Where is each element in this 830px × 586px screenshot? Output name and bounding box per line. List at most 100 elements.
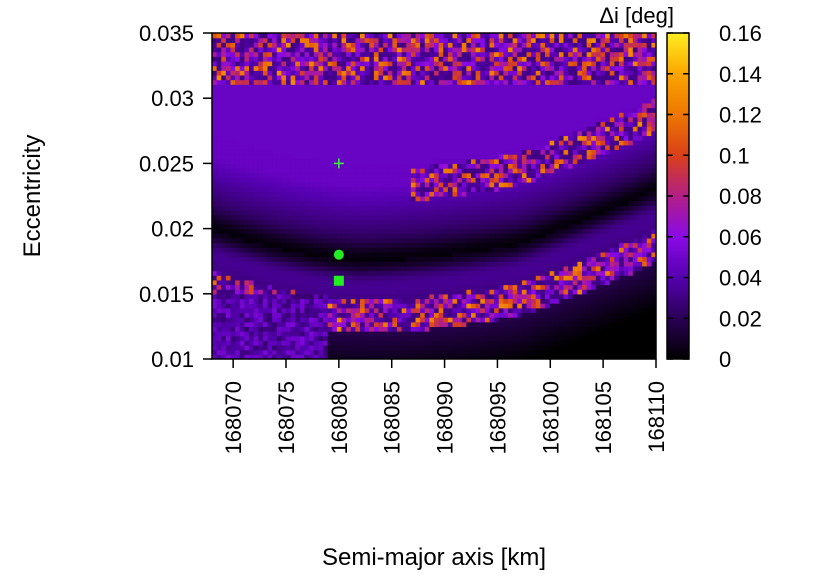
heatmap-cell xyxy=(595,270,602,276)
heatmap-cell xyxy=(424,196,430,202)
heatmap-cell xyxy=(434,354,440,359)
heatmap-cell xyxy=(230,182,236,188)
heatmap-cell xyxy=(494,265,500,272)
heatmap-cell xyxy=(535,242,541,248)
heatmap-cell xyxy=(350,121,356,127)
heatmap-cell xyxy=(498,256,504,262)
heatmap-cell xyxy=(582,214,588,220)
heatmap-cell xyxy=(397,140,403,146)
heatmap-cell xyxy=(216,317,222,323)
heatmap-cell xyxy=(424,158,430,164)
heatmap-cell xyxy=(526,345,532,351)
heatmap-cell xyxy=(489,331,495,337)
heatmap-cell xyxy=(600,349,606,355)
heatmap-cell xyxy=(235,121,241,127)
heatmap-cell xyxy=(595,186,602,192)
heatmap-cell xyxy=(360,284,366,290)
heatmap-cell xyxy=(512,317,518,323)
heatmap-cell xyxy=(318,265,324,272)
heatmap-cell xyxy=(276,265,282,272)
heatmap-cell xyxy=(443,256,449,262)
heatmap-cell xyxy=(267,154,273,160)
heatmap-cell xyxy=(387,321,393,327)
heatmap-cell xyxy=(508,200,514,206)
heatmap-cell xyxy=(309,265,315,272)
heatmap-cell xyxy=(360,223,366,230)
heatmap-cell xyxy=(642,321,648,327)
heatmap-cell xyxy=(595,326,602,332)
heatmap-cell xyxy=(360,349,366,355)
heatmap-cell xyxy=(531,321,537,327)
heatmap-cell xyxy=(646,284,652,290)
heatmap-cell xyxy=(447,186,454,192)
heatmap-cell xyxy=(457,247,463,253)
heatmap-cell xyxy=(461,284,467,290)
heatmap-cell xyxy=(327,303,333,309)
heatmap-cell xyxy=(549,335,555,341)
heatmap-cell xyxy=(443,293,449,300)
heatmap-cell xyxy=(360,182,366,188)
heatmap-cell xyxy=(212,237,218,244)
heatmap-cell xyxy=(595,345,602,351)
heatmap-cell xyxy=(642,149,648,155)
heatmap-cell xyxy=(262,298,269,304)
heatmap-cell xyxy=(313,321,319,327)
heatmap-cell xyxy=(212,154,218,160)
heatmap-cell xyxy=(225,126,232,132)
heatmap-cell xyxy=(595,144,602,151)
heatmap-cell xyxy=(526,279,532,286)
heatmap-cell xyxy=(392,237,398,244)
heatmap-cell xyxy=(443,163,449,169)
heatmap-cell xyxy=(387,158,393,164)
heatmap-cell xyxy=(623,140,629,146)
heatmap-cell xyxy=(350,177,356,183)
heatmap-cell xyxy=(350,182,356,188)
heatmap-cell xyxy=(378,247,384,253)
heatmap-cell xyxy=(410,349,417,355)
heatmap-cell xyxy=(558,265,565,272)
heatmap-cell xyxy=(429,200,435,206)
heatmap-cell xyxy=(387,214,393,220)
heatmap-cell xyxy=(346,172,352,178)
heatmap-cell xyxy=(628,321,634,327)
heatmap-cell xyxy=(595,233,602,239)
heatmap-cell xyxy=(216,116,222,123)
heatmap-cell xyxy=(323,228,329,234)
heatmap-cell xyxy=(494,186,500,192)
heatmap-cell xyxy=(508,172,514,178)
heatmap-cell xyxy=(373,126,380,132)
heatmap-cell xyxy=(276,116,282,123)
heatmap-cell xyxy=(383,317,389,323)
heatmap-cell xyxy=(281,307,287,314)
heatmap-cell xyxy=(392,335,398,341)
heatmap-cell xyxy=(623,312,629,318)
heatmap-cell xyxy=(378,312,384,318)
heatmap-cell xyxy=(401,200,407,206)
heatmap-cell xyxy=(480,126,486,132)
heatmap-cell xyxy=(244,251,250,258)
heatmap-cell xyxy=(272,349,278,355)
heatmap-cell xyxy=(545,205,551,211)
heatmap-cell xyxy=(572,177,578,183)
heatmap-cell xyxy=(582,223,588,230)
heatmap-cell xyxy=(545,303,551,309)
heatmap-cell xyxy=(498,144,504,151)
heatmap-cell xyxy=(572,182,578,188)
heatmap-cell xyxy=(628,228,634,234)
heatmap-cell xyxy=(332,168,338,174)
heatmap-cell xyxy=(336,144,343,151)
heatmap-cell xyxy=(410,340,417,346)
heatmap-cell xyxy=(521,140,528,146)
heatmap-cell xyxy=(212,214,218,220)
heatmap-cell xyxy=(447,116,454,123)
heatmap-cell xyxy=(577,242,583,248)
heatmap-cell xyxy=(457,265,463,272)
heatmap-cell xyxy=(632,303,639,309)
heatmap-cell xyxy=(406,168,412,174)
heatmap-cell xyxy=(406,223,412,230)
heatmap-cell xyxy=(299,196,306,202)
heatmap-cell xyxy=(299,354,306,359)
heatmap-cell xyxy=(475,326,481,332)
heatmap-cell xyxy=(295,144,301,151)
heatmap-cell xyxy=(628,261,634,267)
